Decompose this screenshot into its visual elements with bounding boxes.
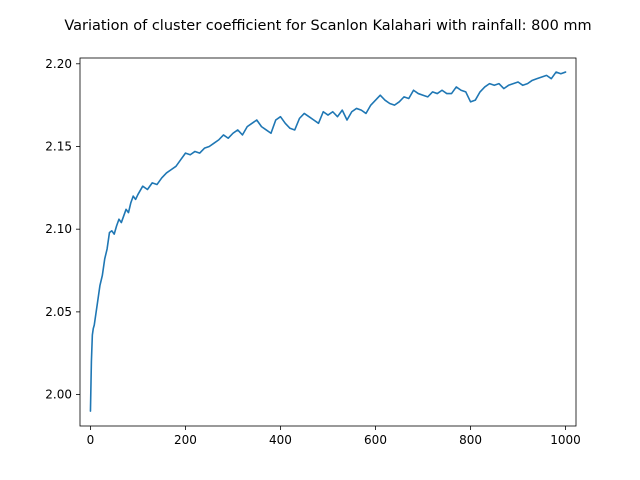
y-tick-label: 2.00 [45,388,72,402]
plot-area: 0 200 400 600 800 1000 2.00 2.05 2.10 2.15 2.20 [45,57,581,447]
x-tick-label: 200 [174,433,197,447]
y-tick-label: 2.20 [45,57,72,71]
series-line-0 [89,71,567,412]
y-tick-label: 2.15 [45,139,72,153]
x-tick-label: 1000 [550,433,581,447]
x-tick-label: 800 [459,433,482,447]
x-tick-label: 400 [269,433,292,447]
y-tick-label: 2.10 [45,222,72,236]
chart-title: Variation of cluster coefficient for Sca… [64,18,591,34]
y-tick-label: 2.05 [45,305,72,319]
axes-frame [79,57,577,427]
x-tick-label: 0 [87,433,95,447]
x-tick-label: 600 [364,433,387,447]
